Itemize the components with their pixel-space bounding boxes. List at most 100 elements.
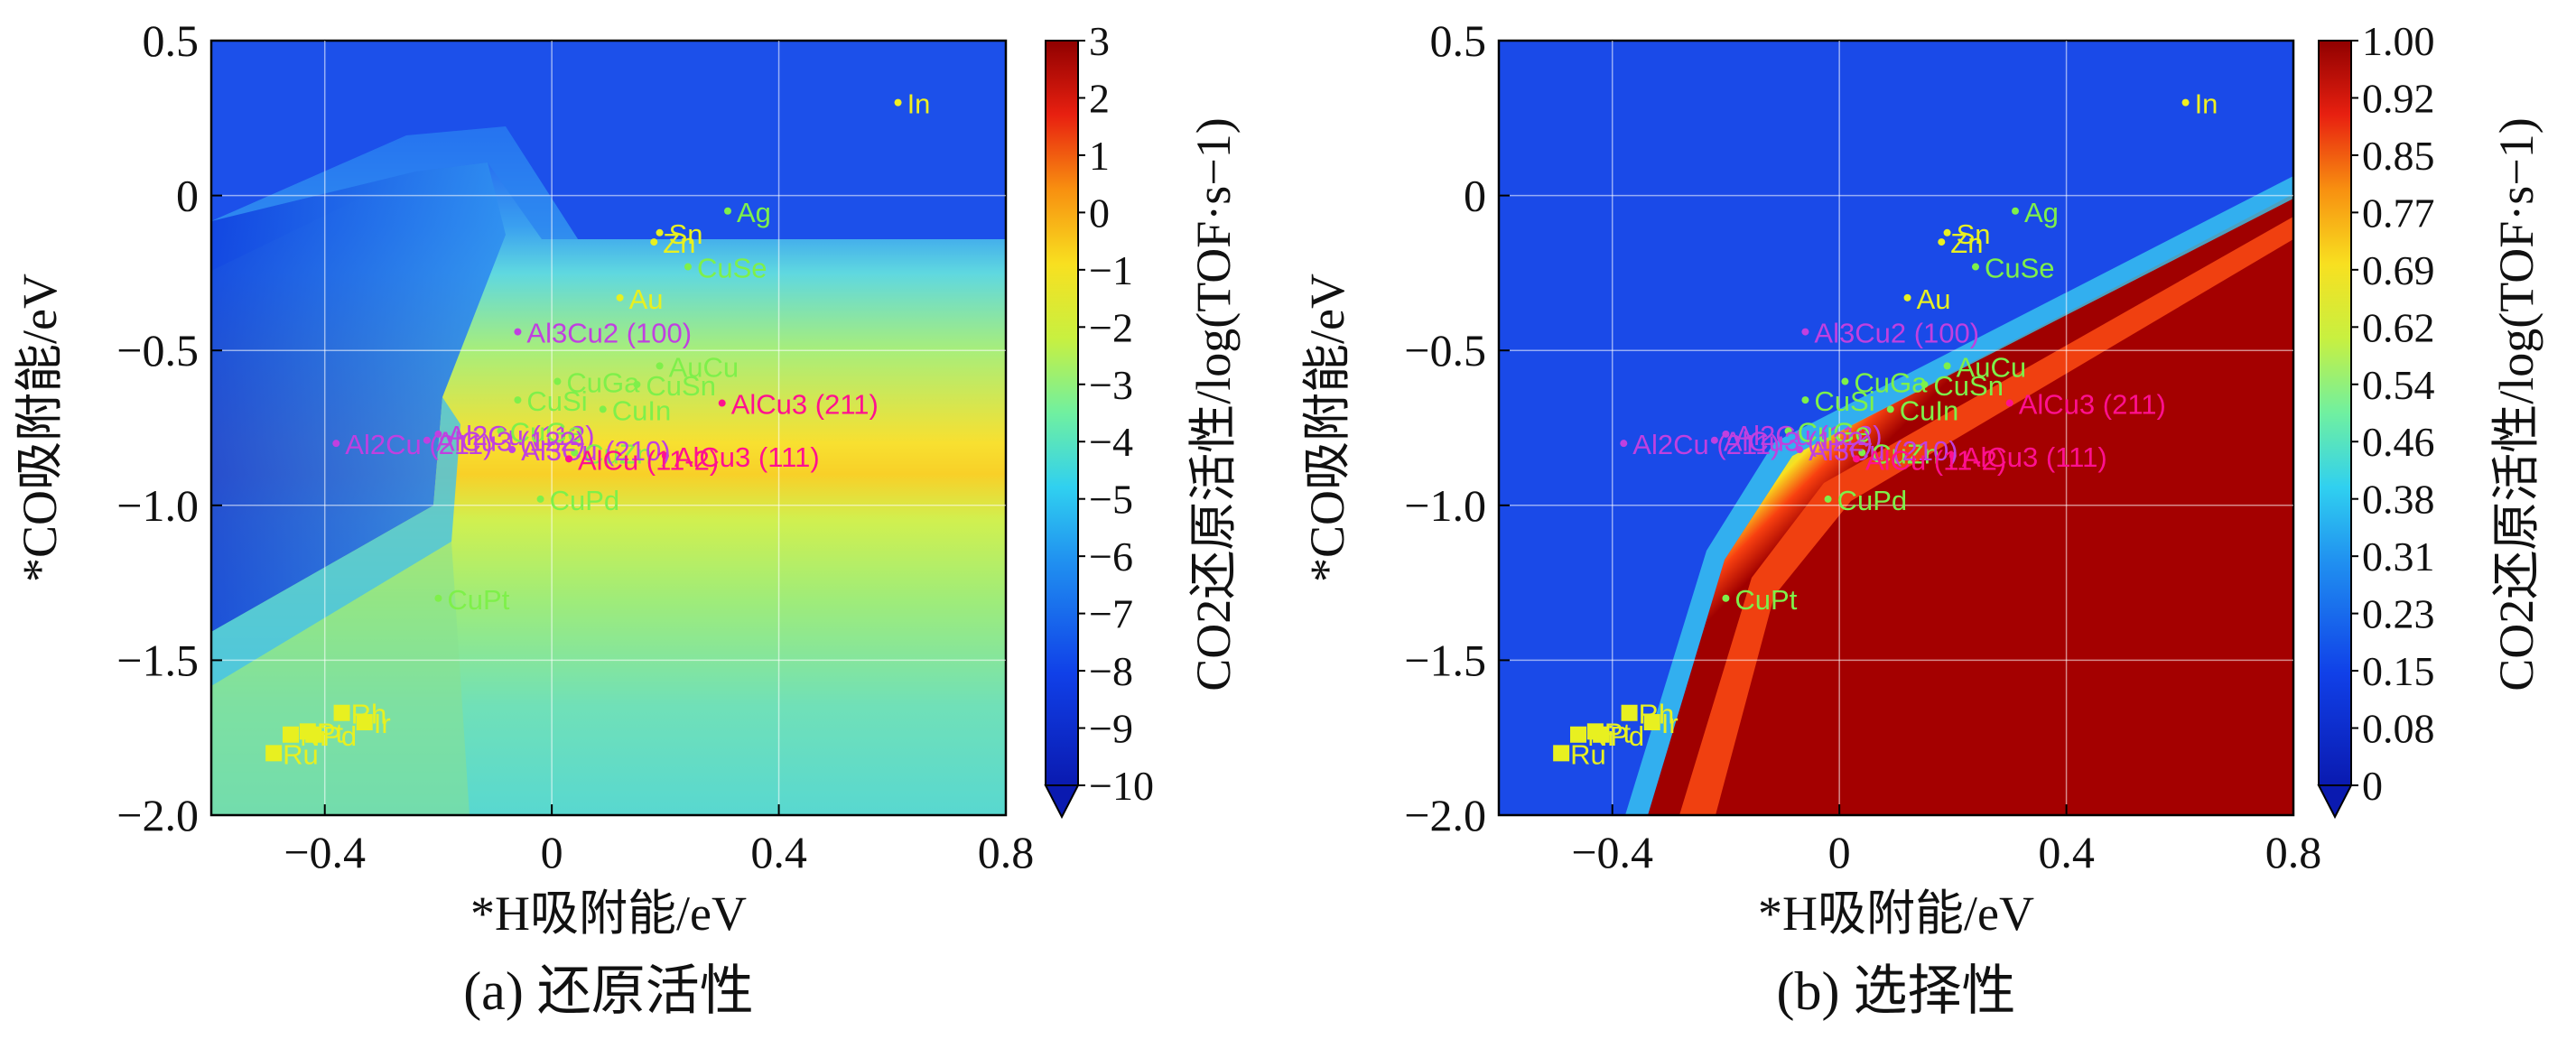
point-marker: [2005, 399, 2013, 407]
point-label: Au: [629, 283, 664, 315]
point-marker: [571, 449, 579, 457]
point-marker: [1938, 238, 1946, 246]
xtick-label: −0.4: [284, 827, 366, 877]
point-label: Al3Cu (210): [521, 435, 670, 467]
colorbar-tick-label: −1: [1089, 247, 1133, 293]
colorbar-tick-label: 0.92: [2362, 75, 2435, 121]
ytick-label: −1.5: [116, 635, 199, 685]
point-marker: [283, 726, 299, 743]
colorbar-tick-label: 0: [1089, 190, 1110, 236]
point-marker: [356, 714, 373, 731]
colorbar-tick-label: −4: [1089, 419, 1133, 465]
point-label: CuSe: [697, 253, 767, 284]
point-marker: [599, 405, 607, 413]
point-label: CuSi: [1814, 385, 1874, 417]
point-label: CuSi: [526, 385, 587, 417]
point-marker: [1903, 293, 1911, 301]
point-marker: [1841, 377, 1849, 385]
point-marker: [434, 594, 442, 602]
colorbar-a: 3 2 1 0 −1 −2 −3 −4 −5 −6 −7 −8 −9 −10 CO2还原活性/log(TO…: [1044, 18, 1241, 820]
ytick-label: 0: [1464, 171, 1486, 221]
ytick-label: 0.5: [143, 15, 200, 66]
point-marker: [536, 495, 544, 503]
point-label: Zn: [663, 227, 695, 259]
point-marker: [661, 451, 669, 459]
point-label: Ir: [374, 708, 391, 739]
ytick-label: −2.0: [1404, 790, 1486, 840]
point-marker: [684, 263, 692, 271]
point-marker: [305, 726, 322, 743]
xlabel-b: *H吸附能/eV: [1758, 886, 2034, 941]
point-marker: [497, 427, 505, 435]
xtick-label: 0.4: [750, 827, 807, 877]
point-label: CuGa: [566, 367, 640, 399]
point-marker: [1886, 405, 1894, 413]
point-marker: [1858, 449, 1866, 457]
point-marker: [514, 396, 522, 404]
point-marker: [514, 328, 522, 336]
xtick-label: −0.4: [1571, 827, 1653, 877]
point-label: CuZn: [583, 438, 652, 469]
point-marker: [1972, 263, 1979, 271]
point-label: AlCu3 (111): [674, 441, 820, 473]
ytick-label: −1.0: [116, 480, 199, 531]
point-label: AlCu3 (211): [2019, 389, 2166, 421]
point-marker: [616, 293, 624, 301]
point-label: Ag: [737, 197, 771, 228]
colorbar-tick-label: 1: [1089, 133, 1110, 179]
ticks-b: −0.4 0 0.4 0.8 0.5 0 −0.5 −1.0 −1.5 −2.0: [1404, 15, 2321, 877]
point-label: CuPt: [447, 584, 509, 616]
colorbar-tick-label: 0.77: [2362, 190, 2435, 236]
point-label: Ru: [283, 738, 319, 770]
colorbar-tick-label: 0.23: [2362, 591, 2435, 637]
point-marker: [1553, 745, 1570, 762]
point-label: Sn: [669, 218, 703, 250]
point-label: AlCu (11-2): [578, 444, 719, 476]
point-label: AlCu3 (211): [731, 389, 879, 421]
point-label: Al3Cu (210): [1809, 435, 1958, 467]
point-marker: [1722, 430, 1730, 438]
plot-frame-b: [1497, 39, 2295, 817]
point-marker: [650, 238, 658, 246]
colorbar-tick-label: 0.54: [2362, 362, 2435, 408]
point-marker: [1948, 451, 1957, 459]
xtick-label: 0.4: [2038, 827, 2095, 877]
point-label: CuSe: [1985, 253, 2055, 284]
point-label: Al2Cu (211): [1632, 429, 1780, 460]
point-marker: [724, 207, 731, 215]
ylabel-a: *CO吸附能/eV: [13, 274, 67, 582]
colorbar-tick-label: −10: [1089, 763, 1154, 809]
point-label: CuGe: [1798, 416, 1871, 448]
colorbar-tick-label: −6: [1089, 533, 1133, 580]
point-label: Sn: [1957, 218, 1991, 250]
point-label: CuIn: [612, 394, 671, 426]
point-label: CuSn: [1933, 370, 2004, 402]
point-marker: [2181, 98, 2190, 107]
point-marker: [2012, 207, 2019, 215]
xtick-label: 0: [1828, 827, 1851, 877]
colorbar-tick-label: 0.15: [2362, 648, 2435, 694]
point-marker: [423, 436, 431, 444]
point-marker: [633, 380, 641, 388]
grid-b: [1499, 41, 2293, 815]
heatmap-b: [1499, 41, 2293, 815]
point-label: CuGa: [1854, 367, 1928, 399]
point-marker: [656, 228, 664, 237]
point-marker: [656, 362, 664, 370]
caption-a: (a) 还原活性: [463, 961, 754, 1021]
xtick-label: 0: [541, 827, 563, 877]
point-label: CuPd: [550, 485, 620, 516]
point-marker: [553, 377, 562, 385]
heatmap-a: [211, 41, 1006, 815]
plot-frame-a: [209, 39, 1008, 817]
colorbar-label-b: CO2还原活性/log(TOF·s−1): [2489, 117, 2543, 691]
point-marker: [508, 446, 516, 454]
point-label: Al3Cu2 (100): [1814, 318, 1979, 349]
ytick-label: 0: [176, 171, 199, 221]
point-marker: [1920, 380, 1929, 388]
ytick-label: −2.0: [116, 790, 199, 840]
ytick-label: −1.5: [1404, 635, 1486, 685]
colorbar-tick-label: −3: [1089, 362, 1133, 408]
point-label: AuCu: [669, 351, 739, 383]
